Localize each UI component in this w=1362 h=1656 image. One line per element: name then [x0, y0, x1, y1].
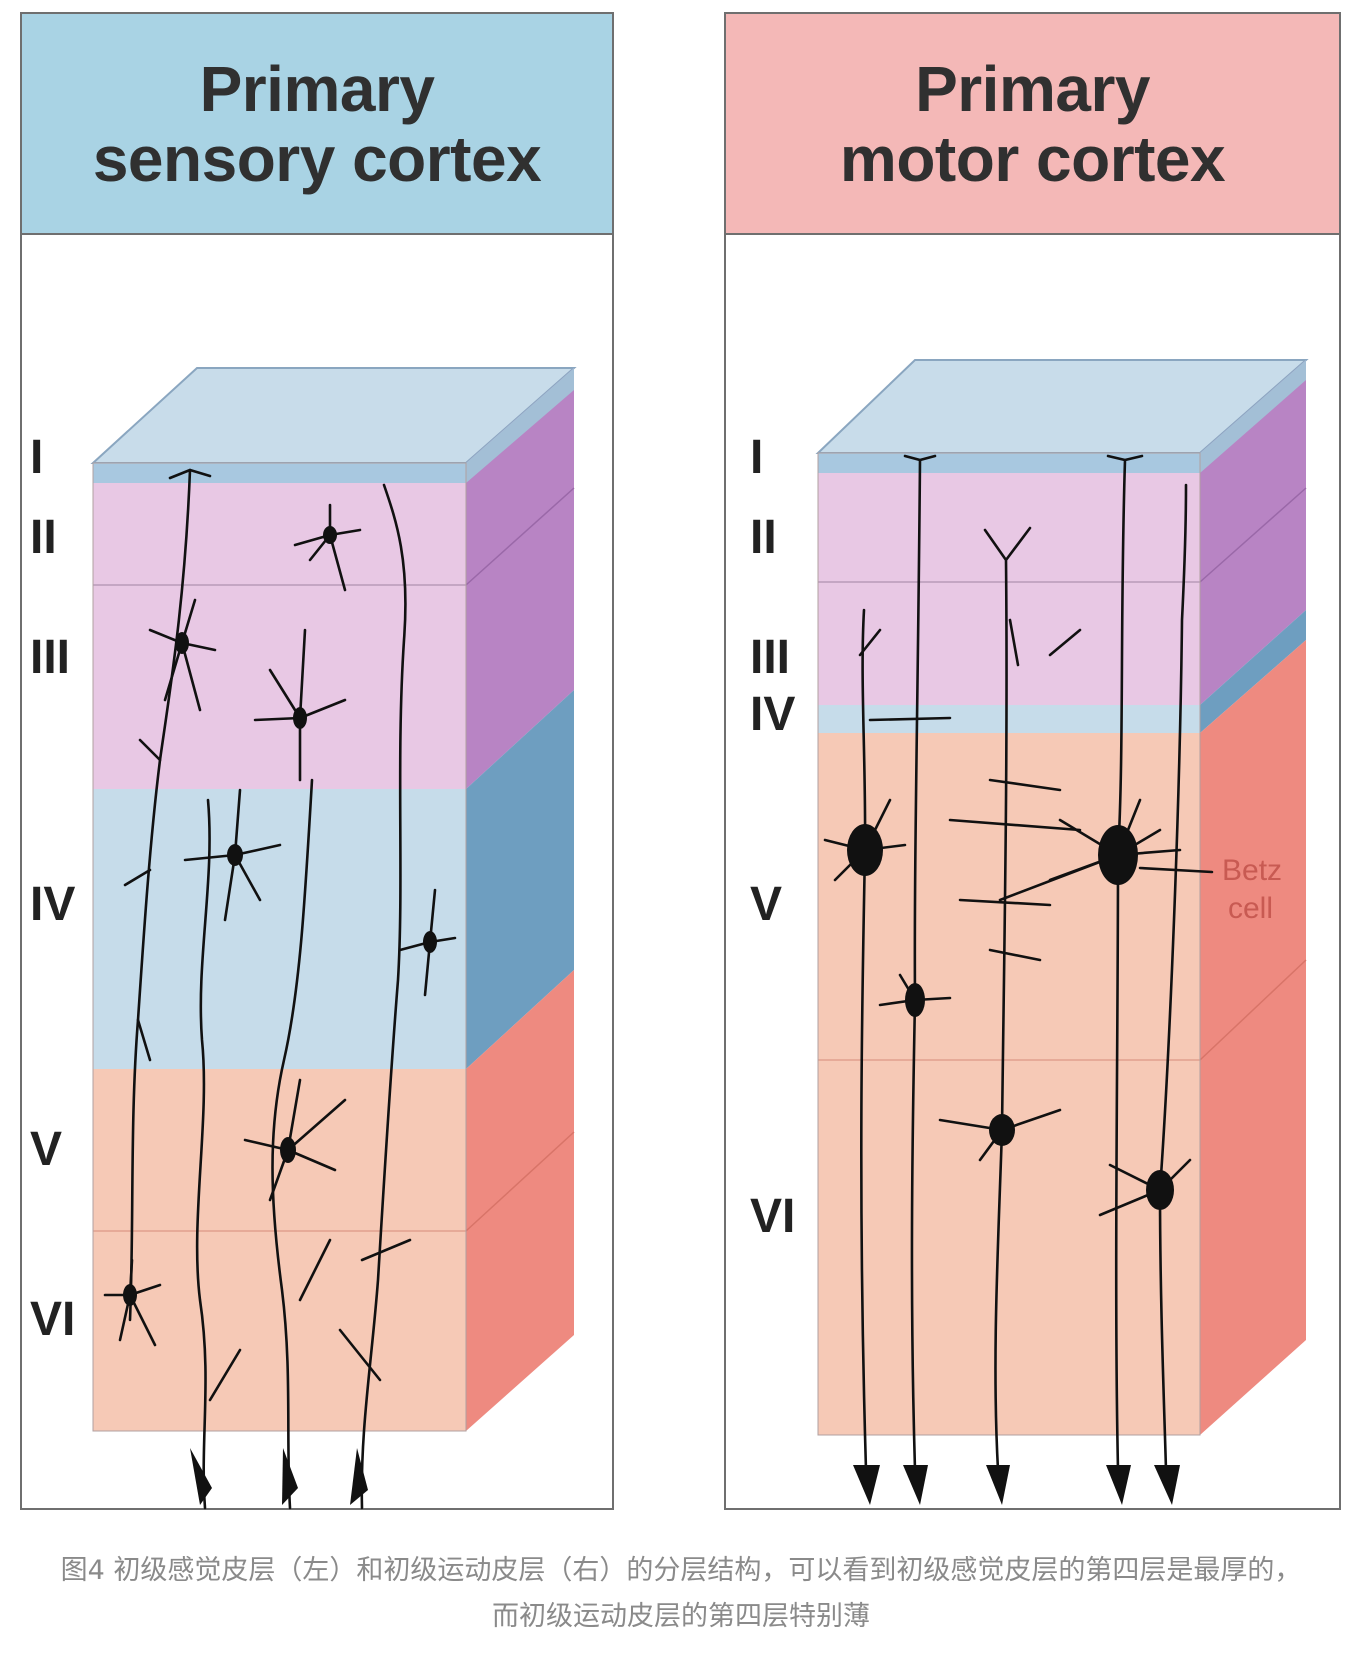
motor-cortex-block: Betz cell — [815, 359, 1309, 1505]
caption-line-1: 图4 初级感觉皮层（左）和初级运动皮层（右）的分层结构，可以看到初级感觉皮层的第… — [60, 1555, 1302, 1586]
motor-label-III: III — [750, 631, 790, 684]
sensory-title-line1: Primary — [199, 52, 435, 125]
sensory-cell-bodies — [123, 526, 437, 1306]
figure-caption: 图4 初级感觉皮层（左）和初级运动皮层（右）的分层结构，可以看到初级感觉皮层的第… — [20, 1548, 1342, 1640]
cortex-layers-diagram: I II III IV V VI — [30, 359, 1309, 1510]
sensory-side-red — [466, 970, 574, 1431]
motor-side-red — [1200, 640, 1306, 1435]
sensory-side-blue — [466, 690, 574, 1069]
sensory-cortex-block — [90, 367, 577, 1510]
sensory-side-purple — [466, 368, 574, 789]
betz-label-line1: Betz — [1222, 854, 1282, 887]
betz-label-line2: cell — [1228, 892, 1273, 925]
betz-cell-body-1 — [847, 824, 883, 876]
betz-cell-body-2 — [1098, 825, 1138, 885]
motor-output-arrows — [853, 1465, 1180, 1505]
sensory-layer-4-front — [93, 789, 466, 1069]
motor-layer-2-3-front — [818, 473, 1200, 705]
caption-line-2: 而初级运动皮层的第四层特别薄 — [492, 1601, 870, 1632]
sensory-neurons — [103, 468, 457, 1510]
motor-label-I: I — [750, 431, 763, 484]
motor-title-line1: Primary — [915, 52, 1150, 125]
motor-label-V: V — [750, 878, 782, 931]
motor-cortex-title: Primary motor cortex — [839, 52, 1226, 195]
sensory-cortex-title: Primary sensory cortex — [92, 52, 542, 195]
sensory-label-IV: IV — [30, 878, 75, 931]
sensory-label-II: II — [30, 511, 57, 564]
motor-label-IV: IV — [750, 688, 795, 741]
sensory-layer-2-3-front — [93, 483, 466, 789]
motor-side-blue — [1200, 610, 1306, 733]
motor-layer-labels: I II III IV V VI — [750, 431, 795, 1243]
motor-cortex-header: Primary motor cortex — [726, 14, 1339, 235]
sensory-label-VI: VI — [30, 1293, 75, 1346]
sensory-label-V: V — [30, 1123, 62, 1176]
sensory-title-line2: sensory cortex — [92, 122, 542, 195]
sensory-layer-1-front — [93, 463, 466, 483]
betz-cell-label: Betz cell — [1222, 854, 1282, 925]
motor-label-VI: VI — [750, 1190, 795, 1243]
sensory-layer-5-6-front — [93, 1069, 466, 1431]
sensory-input-arrows — [190, 1448, 368, 1505]
sensory-label-I: I — [30, 431, 43, 484]
sensory-label-III: III — [30, 631, 70, 684]
motor-label-II: II — [750, 511, 777, 564]
motor-title-line2: motor cortex — [839, 122, 1226, 195]
sensory-cortex-header: Primary sensory cortex — [22, 14, 612, 235]
sensory-layer-labels: I II III IV V VI — [30, 431, 75, 1346]
motor-cell-bodies — [847, 824, 1174, 1210]
